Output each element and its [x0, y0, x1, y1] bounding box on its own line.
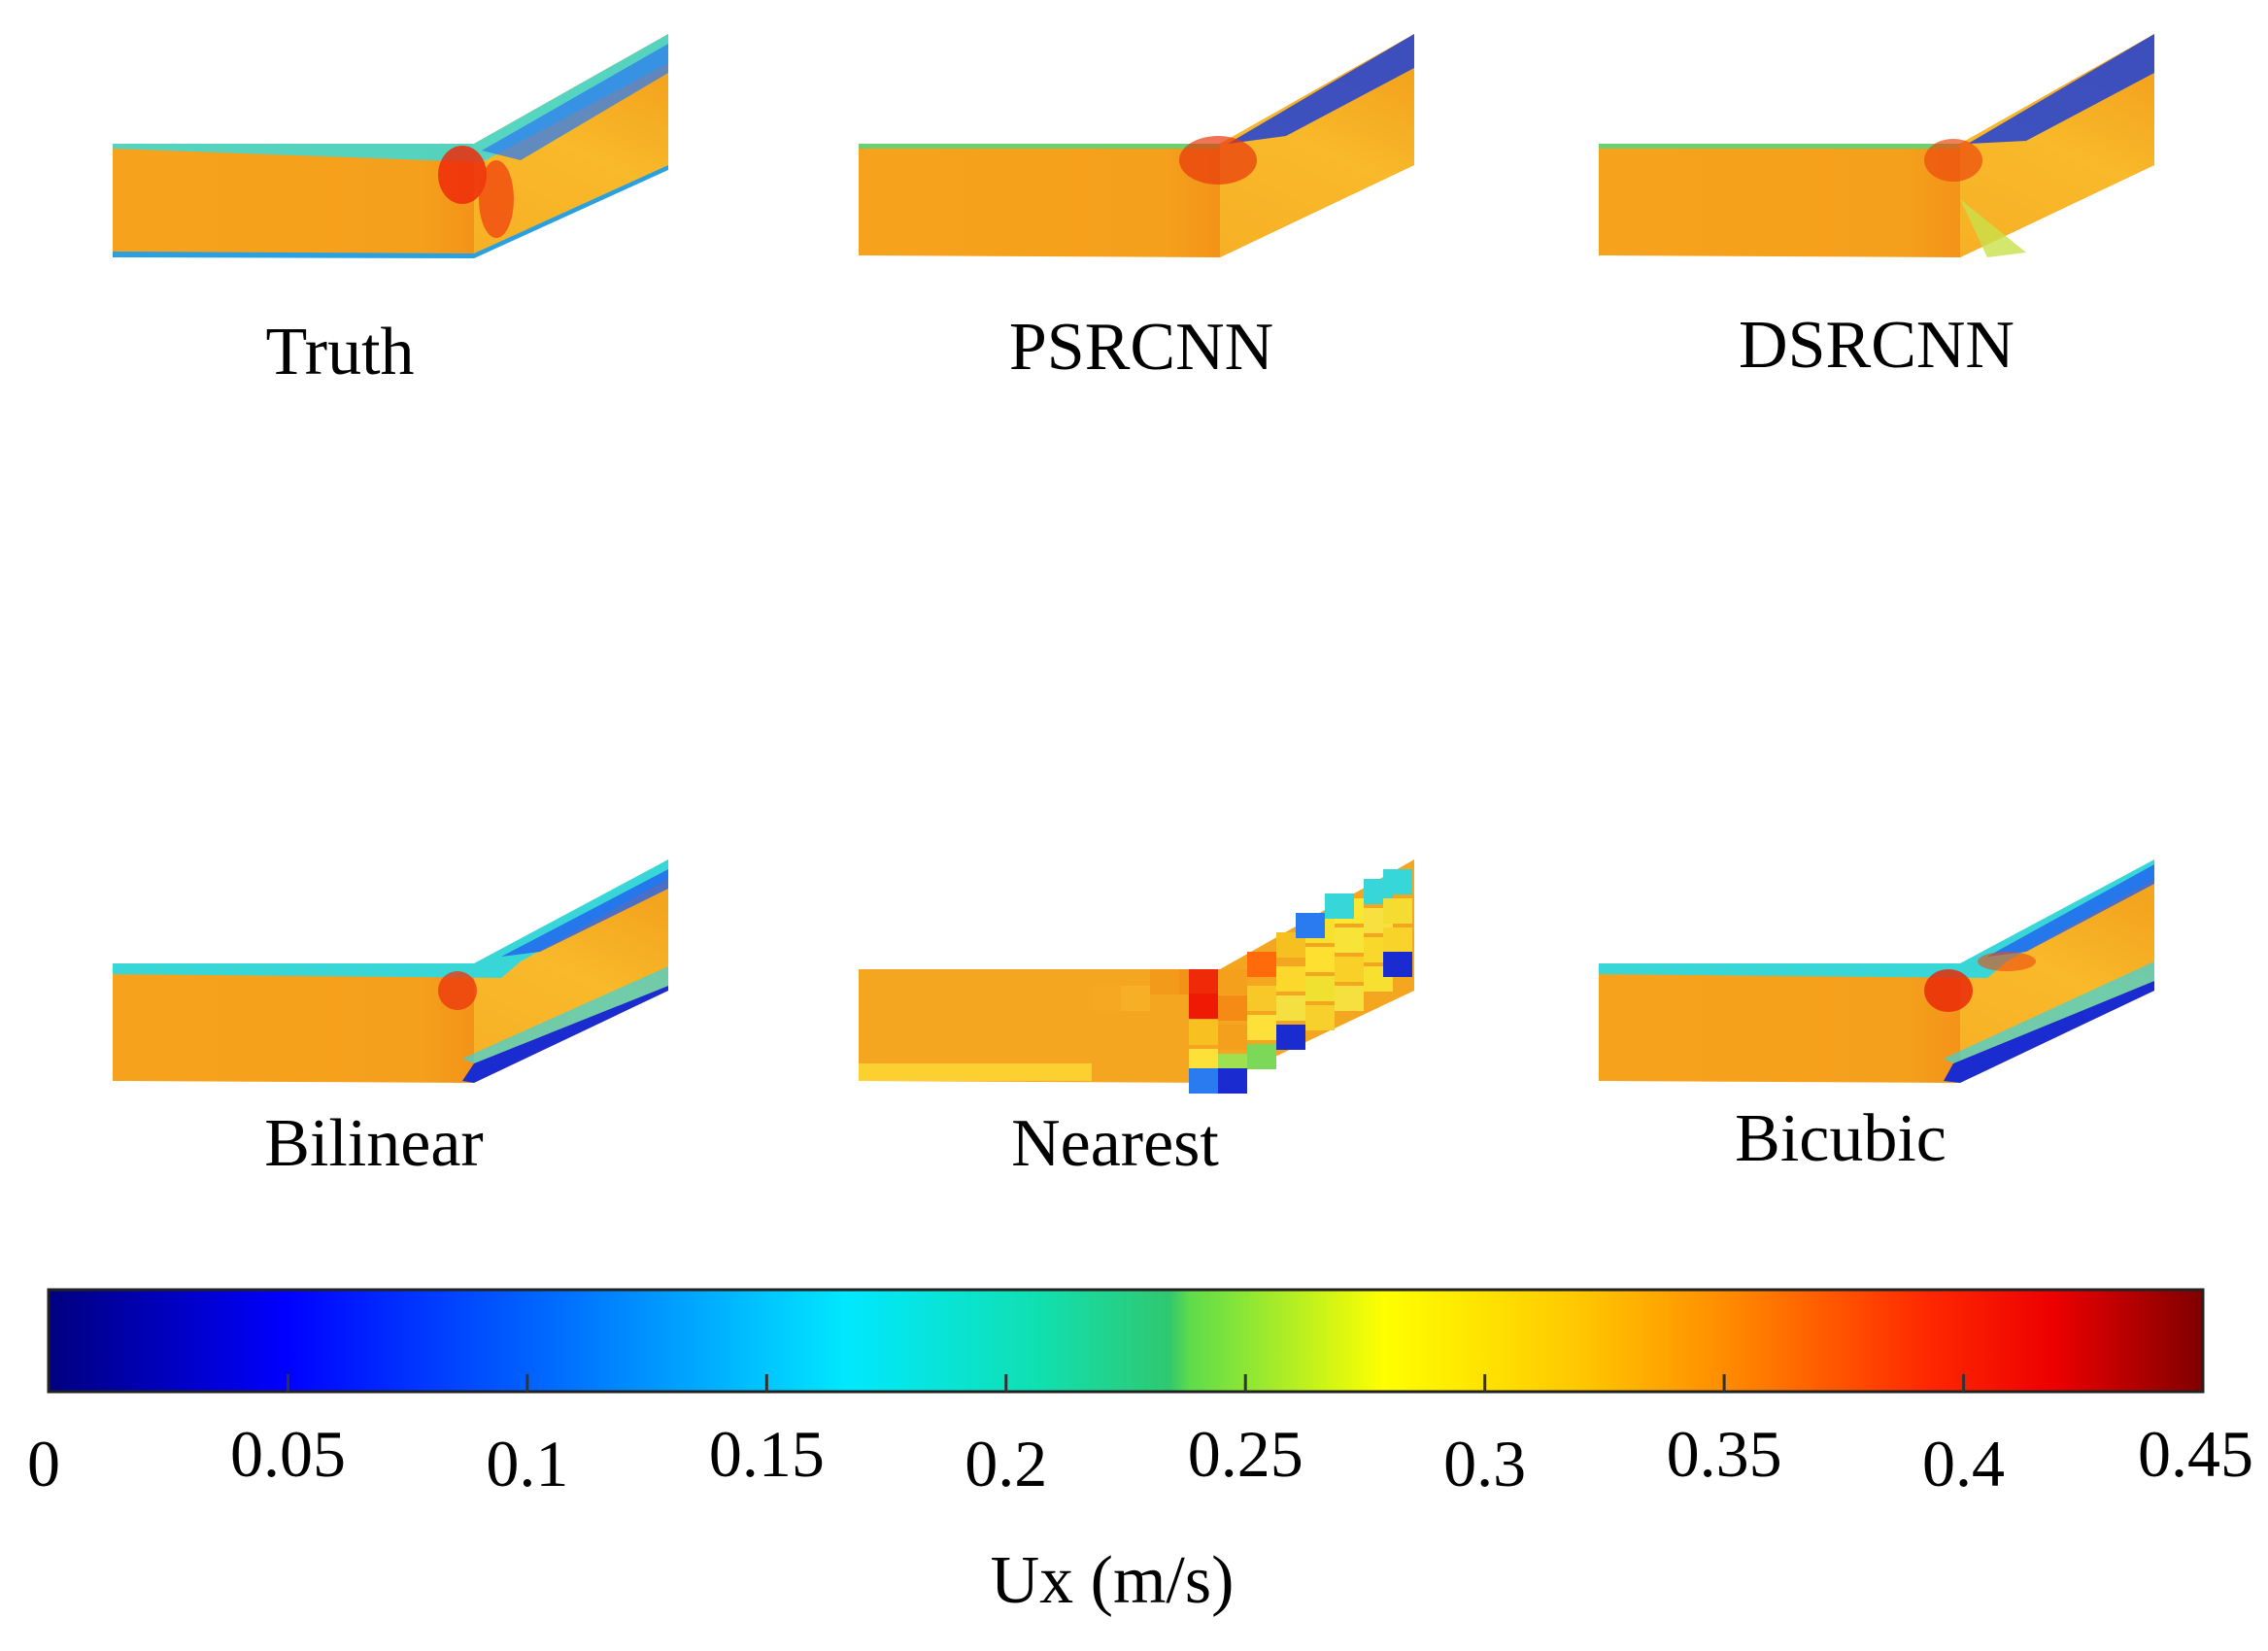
top-wall-low-velocity — [1599, 144, 1960, 149]
pixel-block — [1218, 969, 1247, 994]
pixel-block — [1276, 1025, 1305, 1050]
pixel-block — [1335, 986, 1364, 1011]
pixel-block — [1092, 986, 1121, 1011]
colorbar-tick-label: 0.4 — [1922, 1427, 2005, 1500]
colorbar-tick-label: 0.3 — [1443, 1427, 1526, 1500]
pixel-block — [1276, 966, 1305, 992]
pixel-block — [1189, 994, 1218, 1019]
bend-region — [1960, 859, 2154, 1083]
pixel-block — [1296, 913, 1325, 938]
panel-dsrcnn — [1599, 34, 2154, 257]
colorbar-ticks — [286, 1374, 1966, 1392]
pixel-block — [1305, 976, 1335, 1001]
colorbar-tick-label: 0.35 — [1667, 1417, 1782, 1491]
colorbar-tick-label: 0.2 — [965, 1427, 1047, 1500]
colorbar-tick-label: 0.1 — [486, 1427, 568, 1500]
low-velocity-band — [462, 966, 668, 1063]
pixel-block — [859, 1063, 975, 1081]
bend-region — [474, 859, 668, 1083]
pixel-block — [1276, 995, 1305, 1021]
pixel-block — [1218, 1025, 1247, 1050]
panel-label-nearest: Nearest — [1011, 1106, 1219, 1181]
low-velocity-zone-bottom — [1944, 981, 2154, 1083]
low-velocity-zone-top — [501, 869, 668, 957]
low-velocity-zone-top — [482, 44, 668, 160]
colorbar-tick-label: 0.15 — [709, 1417, 825, 1491]
high-velocity-spot — [1924, 969, 1973, 1012]
high-velocity-spot — [1924, 139, 1982, 182]
colorbar-tick-label: 0 — [27, 1427, 60, 1500]
colorbar-tick-label: 0.25 — [1188, 1417, 1303, 1491]
pixel-block — [1218, 1068, 1247, 1094]
panel-label-bilinear: Bilinear — [264, 1106, 483, 1181]
pixel-block — [1150, 969, 1179, 994]
high-velocity-spot — [1179, 136, 1257, 185]
pixel-block — [1383, 898, 1412, 924]
low-velocity-zone-top — [1987, 864, 2154, 957]
pixel-block — [1247, 1015, 1276, 1040]
colorbar-tick-labels: 0 0.05 0.1 0.15 0.2 0.25 0.3 0.35 0.4 0.45 — [27, 1417, 2253, 1500]
high-velocity-spot — [438, 146, 487, 204]
panel-label-bicubic: Bicubic — [1735, 1101, 1946, 1176]
high-velocity-spot — [438, 971, 477, 1010]
top-wall-low-velocity — [859, 144, 1220, 149]
pixel-block — [1305, 1005, 1335, 1030]
pixel-block — [1335, 957, 1364, 982]
panel-truth — [113, 34, 668, 258]
panel-nearest — [859, 859, 1414, 1094]
low-velocity-zone-bottom — [462, 986, 668, 1083]
low-velocity-band — [1960, 199, 2026, 257]
pixel-block — [1189, 1068, 1218, 1094]
high-velocity-spot — [1978, 952, 2036, 971]
low-velocity-band — [1944, 961, 2154, 1063]
colorbar-title: Ux (m/s) — [991, 1543, 1235, 1618]
colorbar — [47, 1288, 2205, 1394]
pixel-block — [975, 1063, 1092, 1081]
colorbar-tick-label: 0.05 — [230, 1417, 346, 1491]
pixel-blocks — [859, 869, 1412, 1094]
low-velocity-zone-top — [1228, 34, 1414, 144]
low-velocity-zone-top — [1968, 34, 2154, 144]
pixel-block — [1305, 947, 1335, 972]
panel-bicubic — [1599, 859, 2154, 1083]
pixel-block — [1189, 1020, 1218, 1045]
pixel-block — [1325, 893, 1354, 919]
pixel-block — [1383, 927, 1412, 953]
pixel-block — [1247, 1044, 1276, 1069]
panel-bilinear — [113, 859, 668, 1083]
pixel-block — [1121, 986, 1150, 1011]
pixel-block — [1247, 986, 1276, 1011]
panel-label-dsrcnn: DSRCNN — [1739, 308, 2014, 383]
high-velocity-spot — [479, 160, 514, 238]
panel-label-psrcnn: PSRCNN — [1009, 310, 1273, 385]
pixel-block — [1383, 952, 1412, 977]
panel-label-truth: Truth — [265, 315, 414, 389]
pixel-block — [1247, 952, 1276, 977]
pixel-block — [1218, 995, 1247, 1021]
panel-psrcnn — [859, 34, 1414, 257]
pixel-block — [1383, 869, 1412, 894]
pixel-block — [1335, 927, 1364, 953]
pixel-block — [1189, 969, 1218, 994]
colorbar-tick-label: 0.45 — [2138, 1417, 2253, 1491]
